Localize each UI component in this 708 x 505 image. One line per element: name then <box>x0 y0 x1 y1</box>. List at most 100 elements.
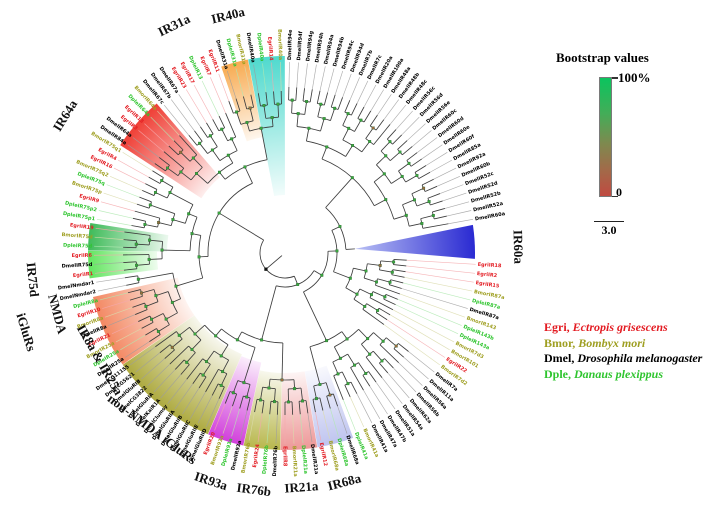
branch-radial <box>236 111 242 125</box>
bootstrap-node-marker <box>335 249 339 253</box>
clade-label-iGluRs: iGluRs <box>13 311 39 353</box>
branch-radial <box>350 367 364 391</box>
branch-radial <box>132 302 145 308</box>
branch-radial <box>139 196 152 203</box>
tip-spoke <box>356 80 369 104</box>
tip-spoke <box>292 414 295 444</box>
branch-radial <box>194 130 203 142</box>
bootstrap-node-marker <box>179 150 183 154</box>
branch-radial <box>218 212 264 241</box>
branch-radial <box>391 274 405 278</box>
branch-radial <box>222 359 230 372</box>
branch-radial <box>354 119 362 132</box>
bootstrap-node-marker <box>205 360 208 364</box>
bootstrap-max-label: 100% <box>618 70 651 85</box>
bootstrap-node-marker <box>243 165 247 169</box>
branch-radial <box>235 98 241 112</box>
branch-radial <box>211 383 219 396</box>
branch-radial <box>411 187 424 195</box>
bootstrap-node-marker <box>383 295 387 299</box>
branch-radial <box>344 100 351 113</box>
tip-spoke <box>404 277 473 292</box>
branch-radial <box>391 176 403 184</box>
branch-radial <box>141 289 155 294</box>
branch-radial <box>154 163 166 172</box>
branch-radial <box>366 303 378 311</box>
branch-radial <box>274 388 276 402</box>
tip-spoke <box>406 259 476 265</box>
tip-label: EgriIR2 <box>477 271 498 279</box>
bootstrap-node-marker <box>166 166 169 170</box>
branch-radial <box>261 285 277 341</box>
branch-radial <box>224 391 231 404</box>
clade-label-IR60a: IR60a <box>510 230 526 265</box>
branch-radial <box>319 397 324 411</box>
branch-radial <box>180 151 191 162</box>
branch-radial <box>291 401 294 415</box>
branch-radial <box>150 204 175 215</box>
bootstrap-node-marker <box>392 260 396 264</box>
branch-radial <box>345 287 358 295</box>
branch-radial <box>368 371 377 383</box>
branch-radial <box>347 353 355 366</box>
tip-spoke <box>375 381 396 410</box>
branch-radial <box>141 189 155 196</box>
branch-radial <box>134 309 148 315</box>
bootstrap-node-marker <box>154 294 158 298</box>
bootstrap-node-marker <box>293 387 297 391</box>
tip-spoke <box>95 227 125 233</box>
tip-label: EgriIR8 <box>282 446 288 467</box>
clade-highlight-IR93a <box>208 356 262 446</box>
branch-radial <box>351 103 358 116</box>
tip-label: DpleIR76b <box>262 444 271 474</box>
bootstrap-node-marker <box>226 153 230 157</box>
tip-spoke <box>171 99 195 132</box>
branch-radial <box>136 203 150 209</box>
branch-radial <box>209 135 218 147</box>
branch-radial <box>374 199 386 207</box>
branch-radial <box>414 165 427 173</box>
branch-radial <box>303 291 327 341</box>
species-name: Danaus plexippus <box>574 366 664 381</box>
branch-radial <box>304 101 308 115</box>
tip-spoke <box>144 123 169 147</box>
bootstrap-node-marker <box>242 381 246 385</box>
tip-spoke <box>296 62 299 88</box>
tip-label: DmelIR94h <box>314 32 325 64</box>
tip-spoke <box>193 84 213 120</box>
branch-radial <box>389 284 402 289</box>
bootstrap-node-marker <box>193 332 197 336</box>
branch-radial <box>136 243 150 246</box>
tip-spoke <box>163 104 190 136</box>
bootstrap-node-marker <box>388 280 392 284</box>
branch-radial <box>188 135 198 146</box>
tip-spoke <box>132 137 160 158</box>
bootstrap-node-marker <box>217 211 221 215</box>
bootstrap-node-marker <box>230 137 234 141</box>
bootstrap-node-marker <box>363 305 367 308</box>
branch-radial <box>175 277 203 287</box>
branch-radial <box>421 178 434 186</box>
clade-label-IR40a: IR40a <box>210 4 247 27</box>
bootstrap-node-marker <box>191 156 195 160</box>
clade-highlight-non-NMDA-iGluRs <box>122 315 242 435</box>
tip-spoke <box>99 292 129 301</box>
branch-radial <box>361 343 371 355</box>
branch-radial <box>273 91 275 105</box>
branch-radial <box>249 108 254 121</box>
tip-label: EgriIR1 <box>73 271 94 279</box>
bootstrap-node-marker <box>190 232 194 236</box>
branch-radial <box>418 171 431 179</box>
tip-spoke <box>248 412 255 441</box>
tip-spoke <box>392 309 455 343</box>
bootstrap-node-marker <box>160 248 164 252</box>
tip-spoke <box>135 352 161 373</box>
bootstrap-node-marker <box>276 102 280 106</box>
branch-radial <box>196 173 208 184</box>
branch-radial <box>350 381 358 394</box>
tip-spoke <box>141 358 165 380</box>
tip-spoke <box>334 70 344 95</box>
clade-label-IR31a: IR31a <box>155 11 193 40</box>
tip-spoke <box>403 282 471 301</box>
branch-radial <box>134 210 160 219</box>
